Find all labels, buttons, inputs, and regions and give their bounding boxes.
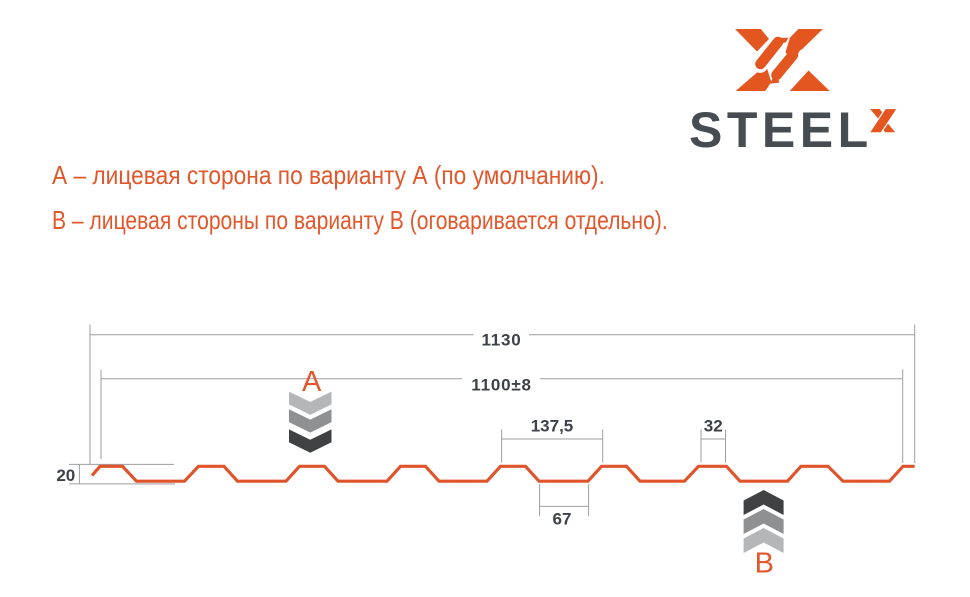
svg-text:32: 32: [704, 417, 723, 436]
svg-text:67: 67: [553, 509, 572, 528]
svg-text:1130: 1130: [481, 330, 521, 349]
svg-text:В: В: [755, 547, 774, 579]
svg-text:1100±8: 1100±8: [471, 375, 531, 394]
svg-text:А: А: [302, 366, 322, 398]
svg-text:137,5: 137,5: [531, 417, 574, 436]
svg-text:20: 20: [56, 466, 75, 485]
